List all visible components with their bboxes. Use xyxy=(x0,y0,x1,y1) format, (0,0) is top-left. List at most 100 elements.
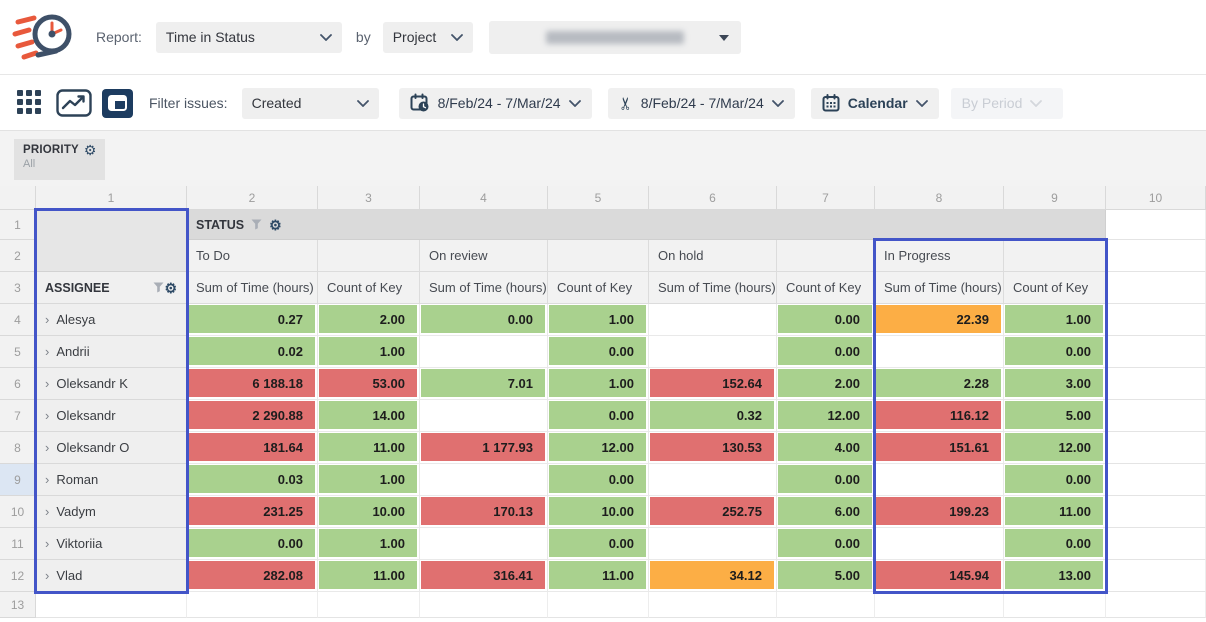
data-cell[interactable] xyxy=(875,528,1004,560)
status-header-cell[interactable]: STATUS⚙ xyxy=(187,210,1106,240)
data-cell[interactable]: 0.00 xyxy=(777,528,875,560)
filter-field-select[interactable]: Created xyxy=(242,88,379,119)
row-header-10[interactable]: 10 xyxy=(0,496,36,528)
data-cell[interactable]: 0.03 xyxy=(187,464,318,496)
empty-cell[interactable] xyxy=(1106,464,1206,496)
empty-cell[interactable] xyxy=(318,592,420,618)
trim-date-range-button[interactable]: ✂ 8/Feb/24 - 7/Mar/24 xyxy=(608,88,795,119)
data-cell[interactable]: 0.00 xyxy=(548,400,649,432)
assignee-row-oleksandr[interactable]: ›Oleksandr xyxy=(36,400,187,432)
data-cell[interactable] xyxy=(649,528,777,560)
row-header-9[interactable]: 9 xyxy=(0,464,36,496)
data-cell[interactable]: 151.61 xyxy=(875,432,1004,464)
assignee-row-oleksandr-o[interactable]: ›Oleksandr O xyxy=(36,432,187,464)
data-cell[interactable]: 11.00 xyxy=(318,560,420,592)
filter-funnel-icon[interactable] xyxy=(153,282,164,293)
data-cell[interactable]: 1.00 xyxy=(318,464,420,496)
data-cell[interactable]: 252.75 xyxy=(649,496,777,528)
data-cell[interactable]: 0.00 xyxy=(548,464,649,496)
measure-count-cell[interactable]: Count of Key xyxy=(777,272,875,304)
empty-cell[interactable] xyxy=(1106,592,1206,618)
project-select[interactable] xyxy=(489,21,741,54)
data-cell[interactable]: 152.64 xyxy=(649,368,777,400)
empty-cell[interactable] xyxy=(1106,210,1206,240)
measure-sum-cell[interactable]: Sum of Time (hours) xyxy=(649,272,777,304)
data-cell[interactable]: 6.00 xyxy=(777,496,875,528)
gear-icon[interactable]: ⚙ xyxy=(164,281,177,295)
row-header-12[interactable]: 12 xyxy=(0,560,36,592)
measure-sum-cell[interactable]: Sum of Time (hours) xyxy=(875,272,1004,304)
data-cell[interactable]: 145.94 xyxy=(875,560,1004,592)
data-cell[interactable]: 2.00 xyxy=(777,368,875,400)
data-cell[interactable]: 10.00 xyxy=(548,496,649,528)
assignee-corner-cell[interactable] xyxy=(36,210,187,272)
measure-count-cell[interactable]: Count of Key xyxy=(318,272,420,304)
data-cell[interactable]: 1 177.93 xyxy=(420,432,548,464)
data-cell[interactable]: 10.00 xyxy=(318,496,420,528)
data-cell[interactable]: 11.00 xyxy=(1004,496,1106,528)
expand-chevron-icon[interactable]: › xyxy=(45,440,49,455)
data-cell[interactable]: 181.64 xyxy=(187,432,318,464)
data-cell[interactable]: 0.00 xyxy=(548,336,649,368)
data-cell[interactable] xyxy=(420,464,548,496)
data-cell[interactable]: 5.00 xyxy=(1004,400,1106,432)
data-cell[interactable]: 0.02 xyxy=(187,336,318,368)
data-cell[interactable]: 11.00 xyxy=(548,560,649,592)
row-header-7[interactable]: 7 xyxy=(0,400,36,432)
assignee-row-andrii[interactable]: ›Andrii xyxy=(36,336,187,368)
measure-sum-cell[interactable]: Sum of Time (hours) xyxy=(187,272,318,304)
column-header-4[interactable]: 4 xyxy=(420,186,548,210)
empty-cell[interactable] xyxy=(1106,560,1206,592)
empty-cell[interactable] xyxy=(187,592,318,618)
filter-funnel-icon[interactable] xyxy=(251,219,262,230)
data-cell[interactable]: 13.00 xyxy=(1004,560,1106,592)
priority-filter[interactable]: PRIORITY ⚙ All xyxy=(14,139,105,180)
row-header-5[interactable]: 5 xyxy=(0,336,36,368)
report-type-select[interactable]: Time in Status xyxy=(156,22,342,53)
row-header-8[interactable]: 8 xyxy=(0,432,36,464)
empty-cell[interactable] xyxy=(1106,368,1206,400)
column-header-10[interactable]: 10 xyxy=(1106,186,1206,210)
column-header-2[interactable]: 2 xyxy=(187,186,318,210)
grid-corner-cell[interactable] xyxy=(0,186,36,210)
status-group-cell[interactable] xyxy=(1004,240,1106,272)
data-cell[interactable] xyxy=(420,528,548,560)
grid-view-button[interactable] xyxy=(16,90,42,116)
calendar-button[interactable]: Calendar xyxy=(811,88,939,119)
status-group-cell[interactable] xyxy=(318,240,420,272)
data-cell[interactable]: 12.00 xyxy=(1004,432,1106,464)
gear-icon[interactable]: ⚙ xyxy=(269,218,282,232)
expand-chevron-icon[interactable]: › xyxy=(45,536,49,551)
gear-icon[interactable]: ⚙ xyxy=(84,143,97,157)
data-cell[interactable]: 12.00 xyxy=(548,432,649,464)
column-header-6[interactable]: 6 xyxy=(649,186,777,210)
date-range-button[interactable]: 8/Feb/24 - 7/Mar/24 xyxy=(399,88,592,119)
data-cell[interactable]: 282.08 xyxy=(187,560,318,592)
assignee-row-viktoriia[interactable]: ›Viktoriia xyxy=(36,528,187,560)
expand-chevron-icon[interactable]: › xyxy=(45,312,49,327)
empty-cell[interactable] xyxy=(1106,528,1206,560)
measure-sum-cell[interactable]: Sum of Time (hours) xyxy=(420,272,548,304)
empty-cell[interactable] xyxy=(548,592,649,618)
expand-chevron-icon[interactable]: › xyxy=(45,376,49,391)
empty-cell[interactable] xyxy=(1106,272,1206,304)
data-cell[interactable] xyxy=(875,464,1004,496)
assignee-row-roman[interactable]: ›Roman xyxy=(36,464,187,496)
measure-count-cell[interactable]: Count of Key xyxy=(548,272,649,304)
data-cell[interactable]: 2.28 xyxy=(875,368,1004,400)
data-cell[interactable]: 170.13 xyxy=(420,496,548,528)
status-group-cell[interactable]: On review xyxy=(420,240,548,272)
data-cell[interactable]: 11.00 xyxy=(318,432,420,464)
empty-cell[interactable] xyxy=(420,592,548,618)
status-group-cell[interactable] xyxy=(548,240,649,272)
row-header-2[interactable]: 2 xyxy=(0,240,36,272)
row-header-1[interactable]: 1 xyxy=(0,210,36,240)
data-cell[interactable] xyxy=(420,400,548,432)
data-cell[interactable]: 3.00 xyxy=(1004,368,1106,400)
assignee-row-oleksandr-k[interactable]: ›Oleksandr K xyxy=(36,368,187,400)
data-cell[interactable]: 0.32 xyxy=(649,400,777,432)
assignee-row-vadym[interactable]: ›Vadym xyxy=(36,496,187,528)
data-cell[interactable]: 116.12 xyxy=(875,400,1004,432)
group-by-select[interactable]: Project xyxy=(383,22,473,53)
measure-count-cell[interactable]: Count of Key xyxy=(1004,272,1106,304)
